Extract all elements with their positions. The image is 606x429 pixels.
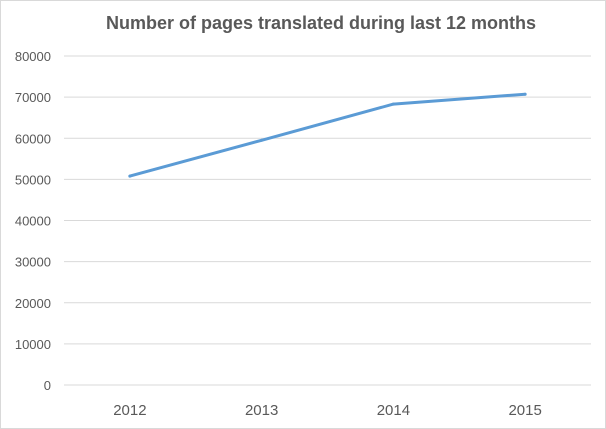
series-layer bbox=[128, 92, 527, 178]
x-tick-label-2013: 2013 bbox=[245, 402, 278, 419]
y-tick-label-10000: 10000 bbox=[15, 337, 51, 352]
series-line-0 bbox=[128, 92, 527, 178]
y-tick-label-40000: 40000 bbox=[15, 214, 51, 229]
y-tick-label-80000: 80000 bbox=[15, 49, 51, 64]
data-point-2012 bbox=[128, 174, 132, 178]
y-tick-label-20000: 20000 bbox=[15, 296, 51, 311]
data-point-2015 bbox=[523, 92, 527, 96]
x-axis-tick-labels: 2012 2013 2014 2015 bbox=[113, 402, 542, 419]
chart-title: Number of pages translated during last 1… bbox=[106, 13, 536, 33]
data-point-2013 bbox=[260, 138, 264, 142]
gridlines bbox=[64, 55, 591, 386]
y-axis-tick-labels: 0 10000 20000 30000 40000 50000 60000 70000 8000… bbox=[15, 49, 51, 393]
x-tick-label-2014: 2014 bbox=[377, 402, 410, 419]
y-tick-label-70000: 70000 bbox=[15, 90, 51, 105]
y-tick-label-50000: 50000 bbox=[15, 172, 51, 187]
data-point-2014 bbox=[391, 102, 395, 106]
y-tick-label-60000: 60000 bbox=[15, 131, 51, 146]
y-tick-label-30000: 30000 bbox=[15, 255, 51, 270]
y-tick-label-0: 0 bbox=[44, 378, 51, 393]
x-tick-label-2015: 2015 bbox=[508, 402, 541, 419]
x-tick-label-2012: 2012 bbox=[113, 402, 146, 419]
